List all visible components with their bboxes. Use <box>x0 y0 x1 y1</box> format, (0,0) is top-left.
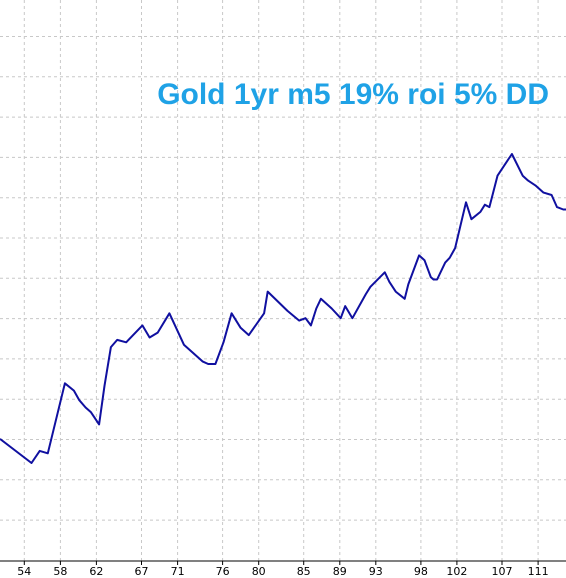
chart-gridlines <box>0 0 566 561</box>
x-tick-label: 80 <box>252 565 266 578</box>
x-tick-label: 98 <box>414 565 428 578</box>
x-tick-label: 107 <box>492 565 513 578</box>
x-tick-label: 111 <box>528 565 549 578</box>
x-tick-label: 62 <box>89 565 103 578</box>
chart-title: Gold 1yr m5 19% roi 5% DD <box>157 78 549 111</box>
x-axis-ticks: 54 58 62 67 71 76 80 85 89 93 98 102 107 111 <box>17 561 549 578</box>
x-tick-label: 102 <box>446 565 467 578</box>
x-tick-label: 58 <box>53 565 67 578</box>
series-line <box>0 153 566 464</box>
x-tick-label: 71 <box>171 565 185 578</box>
x-tick-label: 85 <box>297 565 311 578</box>
x-tick-label: 54 <box>17 565 31 578</box>
x-tick-label: 67 <box>135 565 149 578</box>
x-tick-label: 76 <box>216 565 230 578</box>
x-tick-label: 93 <box>369 565 383 578</box>
x-tick-label: 89 <box>333 565 347 578</box>
